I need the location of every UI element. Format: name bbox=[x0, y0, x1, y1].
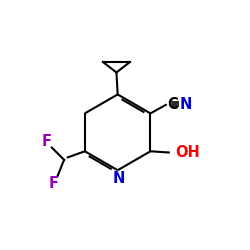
Text: N: N bbox=[113, 170, 125, 186]
Text: F: F bbox=[48, 176, 58, 191]
Text: OH: OH bbox=[176, 145, 200, 160]
Text: C: C bbox=[167, 96, 178, 112]
Text: N: N bbox=[179, 96, 192, 112]
Text: F: F bbox=[42, 134, 52, 149]
